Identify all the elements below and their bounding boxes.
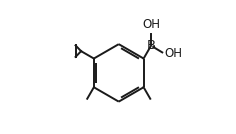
Text: OH: OH (164, 47, 182, 60)
Text: B: B (147, 39, 156, 52)
Text: OH: OH (142, 18, 160, 31)
